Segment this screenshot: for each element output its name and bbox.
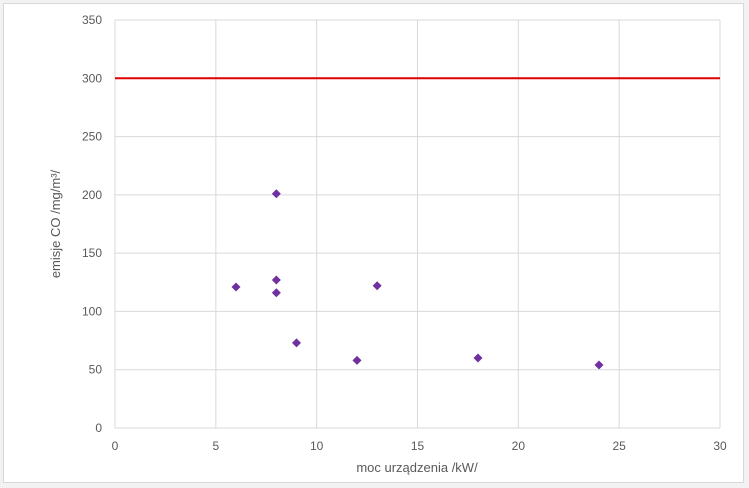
y-tick-label-0: 0 xyxy=(95,421,102,435)
grid xyxy=(115,20,720,428)
data-point-5 xyxy=(353,356,362,365)
y-tick-label-1: 50 xyxy=(89,363,103,377)
x-tick-label-3: 15 xyxy=(411,439,425,453)
y-tick-label-3: 150 xyxy=(82,246,102,260)
y-tick-label-4: 200 xyxy=(82,188,102,202)
data-point-8 xyxy=(595,361,604,370)
data-point-2 xyxy=(272,275,281,284)
data-point-7 xyxy=(474,354,483,363)
data-point-3 xyxy=(272,288,281,297)
y-tick-label-7: 350 xyxy=(82,13,102,27)
y-tick-label-2: 100 xyxy=(82,304,102,318)
x-axis-title: moc urządzenia /kW/ xyxy=(356,460,478,475)
data-point-1 xyxy=(272,189,281,198)
y-tick-labels: 0 50 100 150 200 250 300 350 xyxy=(82,13,102,435)
x-tick-label-1: 5 xyxy=(212,439,219,453)
x-tick-label-5: 25 xyxy=(612,439,626,453)
data-point-6 xyxy=(373,281,382,290)
x-tick-label-4: 20 xyxy=(512,439,526,453)
y-tick-label-6: 300 xyxy=(82,71,102,85)
data-point-4 xyxy=(292,338,301,347)
data-point-0 xyxy=(232,282,241,291)
y-tick-label-5: 250 xyxy=(82,130,102,144)
x-tick-label-2: 10 xyxy=(310,439,324,453)
x-tick-labels: 0 5 10 15 20 25 30 xyxy=(112,439,727,453)
x-tick-label-6: 30 xyxy=(713,439,727,453)
x-tick-label-0: 0 xyxy=(112,439,119,453)
y-axis-title: emisje CO /mg/m³/ xyxy=(48,169,63,278)
